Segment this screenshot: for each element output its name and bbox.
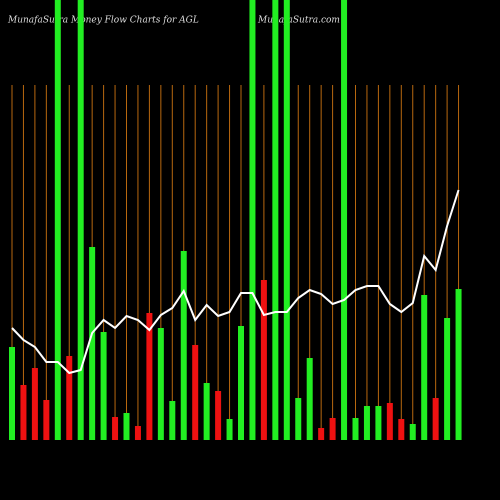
bar	[238, 326, 244, 440]
bar	[375, 406, 382, 440]
bar	[398, 419, 405, 440]
bar	[386, 403, 393, 440]
bar	[363, 406, 370, 440]
bar	[20, 385, 27, 440]
watermark: MunafaSutra.com	[257, 16, 340, 26]
bar	[352, 418, 359, 440]
bar	[9, 347, 15, 440]
bar	[272, 0, 279, 440]
bar	[444, 318, 451, 440]
bar	[306, 358, 313, 440]
bar	[54, 0, 61, 440]
bar	[318, 428, 325, 440]
bar	[192, 345, 199, 440]
bar	[455, 289, 462, 440]
bar	[77, 0, 84, 440]
bar	[329, 418, 336, 440]
bar	[89, 247, 96, 440]
bar	[341, 0, 348, 440]
bar	[432, 398, 439, 440]
bar	[409, 424, 416, 440]
bar	[112, 417, 119, 440]
bar	[157, 328, 164, 440]
bar	[226, 419, 233, 440]
bar	[421, 295, 428, 440]
bar	[283, 0, 290, 440]
bar	[146, 313, 153, 440]
bar	[100, 332, 107, 440]
bar	[260, 280, 267, 440]
bar	[249, 0, 256, 440]
bar	[180, 251, 187, 440]
bar	[203, 383, 210, 440]
bar	[134, 426, 141, 440]
bar	[295, 398, 302, 440]
bar	[215, 391, 222, 440]
bar	[43, 400, 50, 440]
line	[11, 189, 460, 375]
bar	[31, 368, 38, 440]
bar	[123, 413, 130, 440]
chart-title: MunafaSutra Money Flow Charts for AGL	[7, 16, 199, 26]
bar	[169, 401, 176, 440]
bar	[66, 356, 73, 440]
